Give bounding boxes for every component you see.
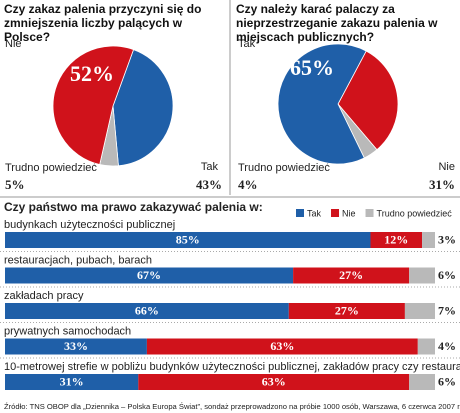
legend-label: Tak bbox=[307, 208, 322, 218]
bar-segment bbox=[404, 303, 435, 319]
legend-swatch bbox=[331, 209, 340, 217]
bar-segment bbox=[370, 232, 423, 248]
source: Źródło: TNS OBOP dla „Dziennika – Polska… bbox=[4, 402, 460, 411]
category-label: zakładach pracy bbox=[4, 290, 84, 302]
bar-segment bbox=[293, 267, 410, 284]
slice-label: Tak bbox=[238, 38, 256, 50]
bar-segment bbox=[422, 232, 435, 248]
bar-segment bbox=[5, 303, 289, 319]
bar-segment bbox=[417, 338, 435, 355]
slice-value: 5% bbox=[5, 177, 25, 192]
bar-segment bbox=[5, 267, 294, 284]
value-label: 85% bbox=[176, 232, 200, 246]
value-label: 27% bbox=[339, 268, 363, 282]
pie-title: Czy należy karać palaczy za nieprzestrze… bbox=[236, 2, 438, 44]
slice-label: Tak bbox=[201, 161, 219, 173]
slice-value: 52% bbox=[70, 61, 114, 86]
category-label: 10-metrowej strefie w pobliżu budynków u… bbox=[4, 361, 460, 373]
pie-slice bbox=[337, 50, 399, 151]
bar-segment bbox=[138, 374, 410, 390]
legend-swatch bbox=[365, 209, 374, 217]
value-label: 27% bbox=[335, 303, 359, 317]
bar-segment bbox=[146, 338, 418, 355]
slice-value: 4% bbox=[238, 177, 258, 192]
value-label: 6% bbox=[438, 374, 456, 388]
legend-label: Nie bbox=[342, 208, 356, 218]
value-label: 7% bbox=[438, 303, 456, 317]
pie-slice bbox=[277, 43, 367, 165]
bar-segment bbox=[409, 374, 435, 390]
legend-label: Trudno powiedzieć bbox=[377, 208, 453, 218]
slice-label: Trudno powiedzieć bbox=[238, 162, 330, 174]
value-label: 12% bbox=[384, 232, 408, 246]
category-label: budynkach użyteczności publicznej bbox=[4, 219, 175, 231]
legend-swatch bbox=[296, 209, 304, 217]
value-label: 3% bbox=[438, 232, 456, 246]
bar-segment bbox=[409, 267, 435, 284]
bar-segment bbox=[288, 303, 405, 319]
value-label: 31% bbox=[60, 374, 84, 388]
slice-label: Nie bbox=[438, 161, 455, 173]
bar-segment bbox=[5, 374, 139, 390]
slice-value: 43% bbox=[196, 177, 222, 192]
value-label: 33% bbox=[64, 339, 88, 353]
value-label: 66% bbox=[135, 303, 159, 317]
bar-segment bbox=[5, 338, 147, 355]
value-label: 67% bbox=[137, 268, 161, 282]
value-label: 4% bbox=[438, 339, 456, 353]
slice-label: Nie bbox=[5, 38, 22, 50]
pie-slice bbox=[52, 45, 135, 165]
category-label: prywatnych samochodach bbox=[4, 325, 131, 337]
slice-value: 65% bbox=[290, 55, 334, 80]
value-label: 63% bbox=[270, 339, 294, 353]
slice-value: 31% bbox=[429, 177, 455, 192]
slice-label: Trudno powiedzieć bbox=[5, 162, 97, 174]
bar-segment bbox=[5, 232, 371, 248]
bar-title: Czy państwo ma prawo zakazywać palenia w… bbox=[4, 200, 263, 214]
pie-title: Czy zakaz palenia przyczyni się do zmnie… bbox=[4, 2, 202, 44]
value-label: 6% bbox=[438, 268, 456, 282]
category-label: restauracjach, pubach, barach bbox=[4, 254, 152, 266]
value-label: 63% bbox=[262, 374, 286, 388]
pie-slice bbox=[112, 49, 174, 167]
